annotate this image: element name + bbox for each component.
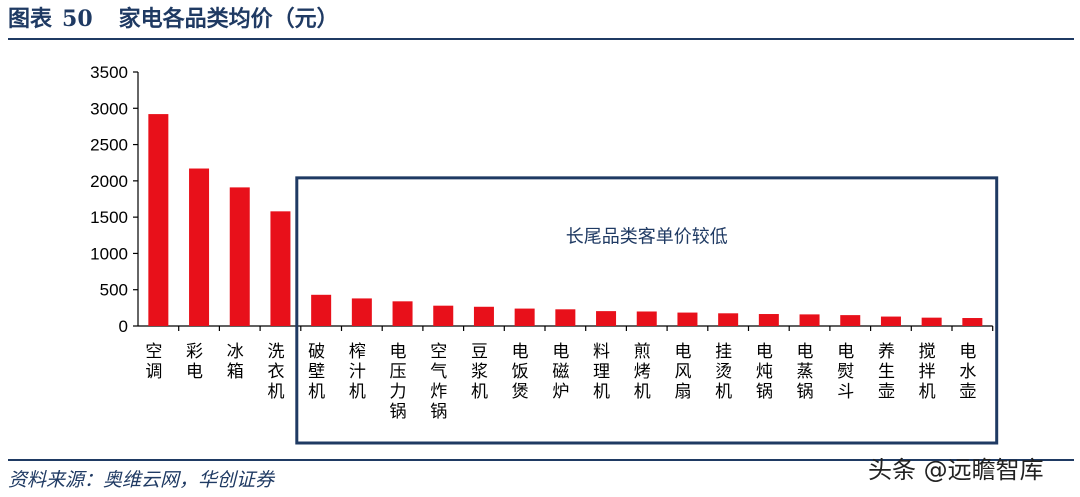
y-tick-label: 1000 <box>90 244 128 263</box>
figure-number: 50 <box>62 6 93 32</box>
x-category-label: 电水壶 <box>955 342 976 402</box>
x-category-label: 电风扇 <box>670 342 691 402</box>
y-tick-label: 2000 <box>90 172 128 191</box>
x-category-label: 空调 <box>141 342 162 382</box>
y-tick-label: 3000 <box>90 99 128 118</box>
figure-title-text: 家电各品类均价（元） <box>118 6 339 32</box>
x-category-label: 电蒸锅 <box>793 342 814 402</box>
x-category-label: 冰箱 <box>223 342 244 382</box>
x-category-label: 电炖锅 <box>752 342 773 402</box>
long-tail-frame <box>295 176 999 445</box>
bar <box>636 311 657 326</box>
bar <box>799 314 820 326</box>
bar <box>962 318 983 326</box>
bottom-divider <box>8 459 1074 461</box>
y-tick-label: 1500 <box>90 208 128 227</box>
bar <box>229 187 250 326</box>
x-category-label: 豆浆机 <box>467 342 488 402</box>
x-category-label: 养生壶 <box>874 342 895 402</box>
bar <box>758 314 779 326</box>
bar <box>555 309 576 326</box>
figure-title: 图表 50 家电各品类均价（元） <box>8 4 339 34</box>
bar <box>148 114 169 326</box>
bar <box>433 305 454 326</box>
title-divider <box>8 38 1074 40</box>
x-category-label: 煎烤机 <box>630 342 651 402</box>
x-category-label: 搅拌机 <box>915 342 936 402</box>
y-tick-label: 3500 <box>90 63 128 82</box>
y-tick-label: 2500 <box>90 136 128 155</box>
bar <box>880 316 901 326</box>
bar <box>270 211 291 326</box>
watermark: 头条 @远瞻智库 <box>868 456 1044 484</box>
x-category-label: 挂烫机 <box>711 342 732 402</box>
bar <box>921 317 942 326</box>
bar <box>351 298 372 326</box>
x-category-label: 电熨斗 <box>833 342 854 402</box>
bar <box>677 312 698 326</box>
bar <box>311 294 332 326</box>
x-category-label: 破壁机 <box>304 342 325 402</box>
x-category-label: 洗衣机 <box>263 342 284 402</box>
y-tick-label: 0 <box>119 317 128 336</box>
bar <box>392 301 413 326</box>
x-category-label: 料理机 <box>589 342 610 402</box>
bar <box>189 168 210 326</box>
bar <box>514 308 535 326</box>
long-tail-annotation: 长尾品类客单价较低 <box>566 226 728 247</box>
y-tick-label: 500 <box>100 281 128 300</box>
x-category-label: 电磁炉 <box>548 342 569 402</box>
figure-label: 图表 <box>8 6 53 32</box>
bar <box>718 313 739 326</box>
x-category-label: 电饭煲 <box>508 342 529 402</box>
x-category-label: 榨汁机 <box>345 342 366 402</box>
bar <box>596 311 617 326</box>
x-category-label: 空气炸锅 <box>426 342 447 422</box>
bar <box>473 306 494 326</box>
bar <box>840 315 861 326</box>
x-category-label: 彩电 <box>182 342 203 382</box>
source-note: 资料来源：奥维云网，华创证券 <box>8 469 275 491</box>
x-category-label: 电压力锅 <box>386 342 407 422</box>
